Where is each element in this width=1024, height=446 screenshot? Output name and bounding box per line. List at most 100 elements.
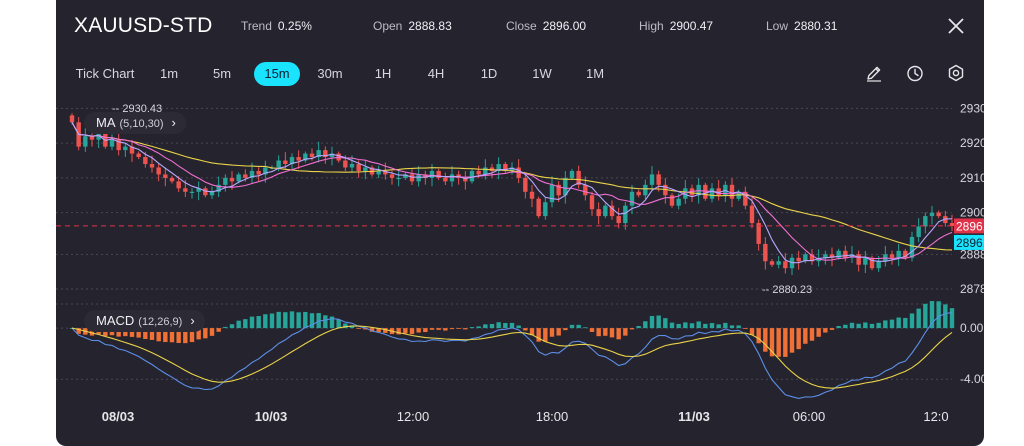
- candle-body: [209, 191, 215, 196]
- candle-body: [316, 150, 321, 158]
- candle-body: [409, 174, 415, 182]
- candle-body: [349, 164, 355, 168]
- stat-close: Close 2896.00: [506, 19, 586, 33]
- macd-bar: [809, 328, 815, 341]
- candle-body: [129, 146, 135, 154]
- macd-bar: [556, 328, 561, 336]
- macd-bar: [529, 328, 535, 336]
- macd-bar: [903, 317, 908, 329]
- candle-body: [416, 174, 421, 182]
- timeframe-30m[interactable]: 30m: [317, 66, 343, 81]
- candle-body: [489, 167, 495, 171]
- macd-bar: [589, 328, 595, 332]
- candle-body: [496, 164, 501, 171]
- candle-body: [649, 174, 655, 185]
- macd-bar: [249, 316, 255, 329]
- timeframe-4h[interactable]: 4H: [427, 66, 445, 81]
- candle-body: [449, 174, 455, 182]
- candle-body: [749, 205, 755, 224]
- timeframe-15m[interactable]: 15m: [254, 62, 300, 86]
- macd-histogram: [69, 301, 955, 357]
- candle-body: [309, 153, 315, 158]
- candle-body: [389, 174, 395, 178]
- stat-label: Low: [766, 19, 789, 33]
- macd-bar: [143, 328, 148, 340]
- candle-body: [569, 170, 575, 178]
- candle-body: [223, 177, 228, 185]
- clock-icon[interactable]: [905, 63, 925, 83]
- candle-body: [843, 250, 848, 258]
- macd-bar: [876, 322, 881, 329]
- macd-tick-label: 0.00: [960, 321, 984, 335]
- candle-body: [189, 191, 195, 193]
- candle-body: [576, 170, 581, 185]
- timeframe-1m[interactable]: 1m: [159, 66, 179, 81]
- candle-body: [323, 150, 328, 158]
- candle-body: [583, 184, 588, 196]
- candle-body: [116, 139, 121, 151]
- macd-indicator-pill[interactable]: MACD (12,26,9) ›: [84, 310, 205, 332]
- macd-bar: [163, 328, 168, 343]
- settings-icon[interactable]: [946, 63, 966, 83]
- candle-body: [603, 205, 608, 217]
- close-icon[interactable]: [944, 14, 968, 38]
- candle-body: [916, 226, 921, 237]
- macd-bar: [469, 327, 475, 329]
- macd-bar: [663, 318, 668, 329]
- stat-open: Open 2888.83: [373, 19, 452, 33]
- macd-bar: [503, 323, 508, 329]
- macd-bar: [509, 322, 515, 329]
- macd-bar: [736, 325, 741, 329]
- candle-body: [109, 139, 115, 147]
- macd-bar: [516, 325, 521, 329]
- candle-body: [829, 254, 835, 258]
- timeframe-1mo[interactable]: 1M: [585, 66, 605, 81]
- macd-bar: [896, 317, 901, 329]
- timeframe-1d[interactable]: 1D: [480, 66, 498, 81]
- time-tick-label: 06:00: [793, 409, 826, 424]
- macd-bar: [136, 328, 141, 338]
- ma-params: (5,10,30): [119, 118, 164, 130]
- macd-bar: [776, 328, 781, 357]
- candle-body: [503, 164, 508, 171]
- timeframe-tick-chart[interactable]: Tick Chart: [75, 66, 135, 81]
- candlestick-chart[interactable]: -- 2930.43 -- 2880.23 2930.002920.002910…: [56, 0, 984, 446]
- macd-bar: [683, 322, 688, 329]
- candle-body: [383, 170, 388, 175]
- timeframe-1h[interactable]: 1H: [374, 66, 392, 81]
- ma-indicator-pill[interactable]: MA (5,10,30) ›: [84, 112, 186, 134]
- macd-bar: [303, 311, 308, 329]
- candle-body: [403, 174, 408, 178]
- pencil-icon[interactable]: [864, 63, 884, 83]
- price-tick-label: 2920.00: [960, 136, 984, 150]
- macd-bar: [689, 323, 695, 329]
- stat-label: High: [639, 19, 664, 33]
- timeframe-5m[interactable]: 5m: [212, 66, 232, 81]
- candle-body: [523, 177, 528, 192]
- macd-bar: [549, 328, 555, 337]
- macd-bar: [723, 322, 728, 329]
- macd-bar: [369, 328, 375, 332]
- macd-bar: [256, 316, 261, 329]
- candle-body: [183, 188, 188, 192]
- stat-value: 2896.00: [542, 19, 587, 33]
- stat-label: Trend: [241, 19, 272, 33]
- candle-body: [729, 184, 735, 199]
- macd-bar: [403, 328, 408, 334]
- stat-value: 2888.83: [408, 19, 452, 33]
- macd-bar: [443, 328, 448, 331]
- ma30-line: [71, 122, 953, 251]
- candle-body: [589, 195, 595, 210]
- candle-body: [656, 174, 661, 185]
- candle-body: [136, 153, 141, 158]
- candle-body: [463, 177, 468, 182]
- macd-bar: [763, 328, 768, 352]
- macd-bar: [889, 319, 895, 329]
- candle-body: [156, 167, 161, 175]
- timeframe-1w[interactable]: 1W: [532, 66, 552, 81]
- candle-body: [756, 223, 761, 244]
- indicator-lines: [71, 122, 953, 399]
- macd-line: [71, 311, 953, 399]
- time-tick-label: 10/03: [255, 409, 288, 424]
- candle-body: [823, 254, 828, 258]
